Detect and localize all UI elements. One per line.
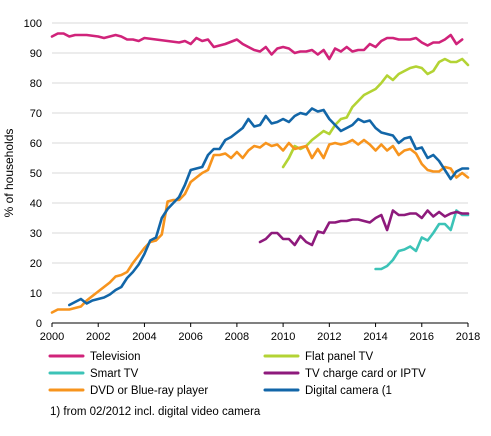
x-tick-label: 2002	[86, 331, 110, 343]
y-tick-label: 70	[30, 108, 42, 120]
series-line-flat-panel-tv	[281, 57, 470, 169]
gridlines	[52, 22, 468, 294]
legend-item-digital-camera-1: Digital camera (1	[263, 385, 392, 397]
y-tick-label: 90	[30, 48, 42, 60]
legend-label: Television	[90, 351, 141, 363]
x-tick-label: 2004	[132, 331, 156, 343]
series-lines	[50, 32, 470, 314]
y-tick-label: 30	[30, 228, 42, 240]
y-tick-label: 100	[24, 18, 42, 30]
series-line-smart-tv	[374, 209, 470, 271]
axes: 0 10 20 30 40 50 60 70 80 90 100 2000 2002 2004 2006 20…	[24, 18, 481, 343]
legend-item-dvd-or-blue-ray-player: DVD or Blue-ray player	[48, 385, 208, 397]
x-tick-label: 2018	[456, 331, 480, 343]
y-tick-label: 50	[30, 168, 42, 180]
series-line-digital-camera-1	[68, 107, 470, 307]
legend-item-television: Television	[48, 351, 141, 363]
x-tick-label: 2016	[410, 331, 434, 343]
legend-label: DVD or Blue-ray player	[90, 385, 208, 397]
y-tick-label: 10	[30, 288, 42, 300]
legend-item-smart-tv: Smart TV	[48, 368, 139, 380]
y-tick-label: 80	[30, 78, 42, 90]
x-tick-label: 2008	[225, 331, 249, 343]
y-tick-label: 20	[30, 258, 42, 270]
series-line-television	[50, 32, 464, 61]
legend-item-tv-charge-card-or-iptv: TV charge card or IPTV	[263, 368, 426, 380]
x-tick-label: 2012	[317, 331, 341, 343]
x-tick-label: 2010	[271, 331, 295, 343]
legend-label: TV charge card or IPTV	[305, 368, 426, 380]
y-tick-label: 60	[30, 138, 42, 150]
series-line-tv-charge-card-or-iptv	[258, 209, 470, 247]
x-tick-label: 2000	[40, 331, 64, 343]
y-tick-label: 40	[30, 198, 42, 210]
series-line-dvd-or-blue-ray-player	[50, 138, 470, 314]
footnote: 1) from 02/2012 incl. digital video came…	[50, 406, 261, 418]
legend: Television Flat panel TV Smart TV TV charge…	[48, 351, 426, 397]
y-tick-label: 0	[36, 318, 42, 330]
legend-item-flat-panel-tv: Flat panel TV	[263, 351, 374, 363]
x-tick-label: 2006	[178, 331, 202, 343]
x-tick-label: 2014	[363, 331, 387, 343]
y-axis-label: % of households	[2, 129, 16, 218]
legend-label: Flat panel TV	[305, 351, 374, 363]
legend-label: Digital camera (1	[305, 385, 392, 397]
legend-label: Smart TV	[90, 368, 139, 380]
